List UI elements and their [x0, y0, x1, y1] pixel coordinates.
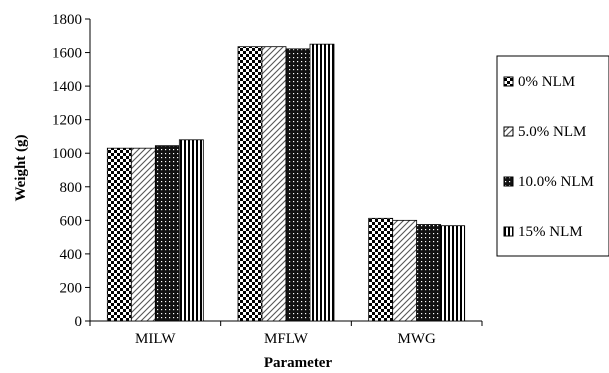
bar: [309, 43, 335, 322]
legend-swatch: [503, 226, 514, 237]
bar: [392, 219, 418, 322]
x-axis-title: Parameter: [264, 355, 333, 371]
y-tick-label: 1600: [52, 46, 82, 62]
y-tick-label: 400: [60, 247, 83, 263]
y-tick-label: 800: [60, 180, 83, 196]
bar: [416, 224, 442, 322]
y-axis: 0 200 400 600 800 1000 1200 1400 1600 1800: [52, 12, 91, 330]
bar: [130, 147, 156, 322]
bar: [261, 46, 287, 322]
legend-label: 15% NLM: [518, 224, 583, 240]
bar: [106, 147, 132, 322]
y-tick-label: 200: [60, 280, 83, 296]
x-tick-label: MILW: [135, 331, 176, 347]
legend-swatch: [503, 176, 514, 187]
legend-box: [496, 55, 609, 257]
y-tick-label: 1400: [52, 79, 82, 95]
bars: [106, 43, 466, 322]
legend-swatch: [503, 126, 514, 137]
bar: [237, 46, 263, 322]
x-axis: MILW MFLW MWG: [89, 320, 483, 347]
x-tick-label: MWG: [398, 331, 436, 347]
bar: [368, 217, 394, 322]
y-tick-label: 1200: [52, 113, 82, 129]
y-tick-label: 600: [60, 213, 83, 229]
y-tick-label: 1800: [52, 12, 82, 28]
bar: [178, 139, 204, 322]
y-axis-title: Weight (g): [13, 134, 29, 201]
y-tick-label: 1000: [52, 146, 82, 162]
y-tick-label: 0: [75, 314, 83, 330]
legend: 0% NLM 5.0% NLM 10.0% NLM 15% NLM: [496, 55, 609, 257]
legend-label: 10.0% NLM: [518, 174, 594, 190]
bar: [285, 48, 311, 322]
bar: [154, 145, 180, 322]
x-tick-label: MFLW: [264, 331, 309, 347]
bar: [440, 225, 466, 322]
legend-label: 0% NLM: [518, 74, 575, 90]
legend-label: 5.0% NLM: [518, 124, 586, 140]
legend-swatch: [503, 76, 514, 87]
